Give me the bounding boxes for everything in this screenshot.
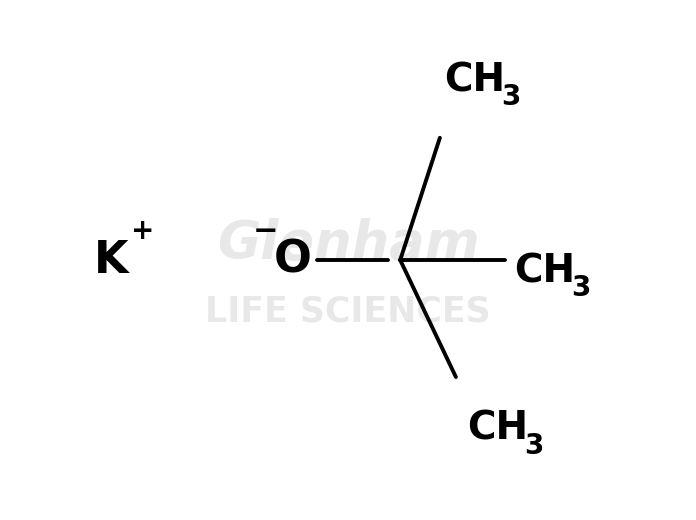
Text: +: + (131, 217, 155, 245)
Text: 3: 3 (571, 274, 590, 302)
Text: CH: CH (444, 61, 505, 100)
Text: Glenham: Glenham (216, 218, 480, 270)
Text: −: − (253, 217, 278, 246)
Text: CH: CH (514, 252, 575, 291)
Text: 3: 3 (501, 83, 521, 111)
Text: 3: 3 (524, 432, 544, 460)
Text: O: O (274, 239, 311, 281)
Text: LIFE SCIENCES: LIFE SCIENCES (205, 295, 491, 329)
Text: K: K (94, 239, 129, 281)
Text: CH: CH (467, 410, 528, 448)
